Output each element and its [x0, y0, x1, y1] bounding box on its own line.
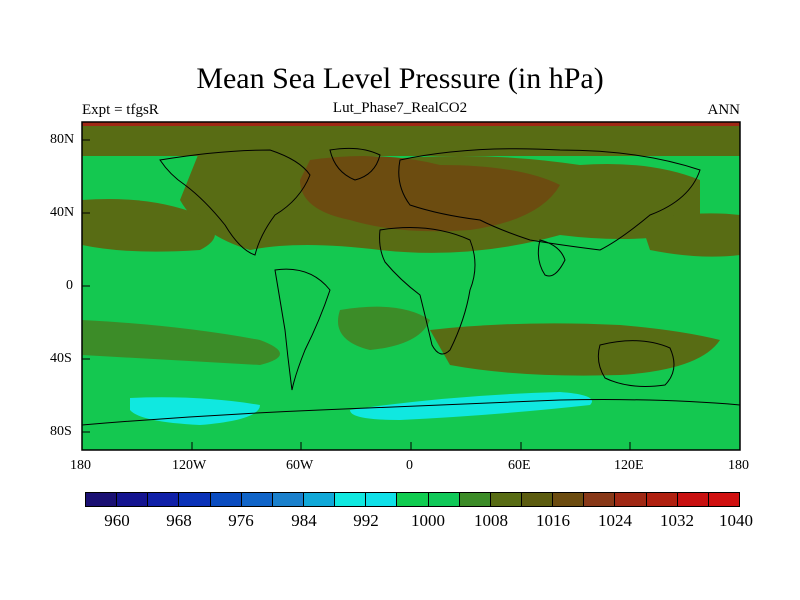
- y-tick-40n: 40N: [50, 205, 75, 220]
- colorbar-swatch-3: [179, 493, 211, 506]
- axis-ticks: [81, 139, 741, 450]
- colorbar-swatch-11: [428, 493, 460, 506]
- colorbar-swatch-14: [521, 493, 554, 506]
- y-tick-0: 0: [66, 278, 73, 293]
- colorbar-label-1040: 1040: [719, 511, 753, 530]
- colorbar-swatch-16: [584, 493, 616, 506]
- colorbar-label-1024: 1024: [598, 511, 632, 530]
- colorbar-swatch-6: [272, 493, 304, 506]
- south-pacific-high: [82, 320, 280, 365]
- colorbar-swatch-0: [86, 493, 118, 506]
- south-atlantic-high: [338, 306, 430, 350]
- colorbar-label-1016: 1016: [536, 511, 570, 530]
- south-america-outline: [274, 268, 331, 391]
- colorbar-swatch-9: [366, 493, 398, 506]
- season-label: ANN: [707, 102, 741, 118]
- x-tick-180w: 180: [70, 458, 91, 473]
- colorbar-label-1032: 1032: [660, 511, 694, 530]
- experiment-label: Expt = tfgsR: [82, 102, 159, 118]
- southern-ocean-low-atlantic: [350, 392, 592, 420]
- colorbar-label-960: 960: [104, 511, 130, 530]
- chart-title: Mean Sea Level Pressure (in hPa): [196, 62, 604, 95]
- colorbar-swatch-10: [397, 493, 429, 506]
- southern-ocean-low-pacific: [130, 397, 260, 425]
- x-tick-120e: 120E: [614, 458, 644, 473]
- north-america-outline: [159, 149, 311, 256]
- colorbar-label-1008: 1008: [474, 511, 508, 530]
- colorbar-label-976: 976: [228, 511, 254, 530]
- colorbar-swatch-7: [303, 493, 336, 506]
- colorbar-swatch-15: [553, 493, 585, 506]
- colorbar-swatch-12: [459, 493, 491, 506]
- y-tick-80n: 80N: [50, 132, 75, 147]
- africa-outline: [379, 227, 476, 355]
- north-polar-red-strip: [82, 122, 740, 126]
- x-tick-120w: 120W: [172, 458, 207, 473]
- colorbar-swatch-13: [490, 493, 522, 506]
- run-label: Lut_Phase7_RealCO2: [332, 100, 468, 116]
- eurasia-darker-core: [300, 156, 560, 232]
- colorbar-swatch-4: [210, 493, 242, 506]
- colorbar-label-968: 968: [166, 511, 192, 530]
- colorbar-swatch-2: [148, 493, 180, 506]
- colorbar-swatch-8: [335, 493, 367, 506]
- north-polar-band: [82, 122, 740, 156]
- x-tick-180e: 180: [728, 458, 749, 473]
- colorbar-label-1000: 1000: [411, 511, 445, 530]
- y-tick-80s: 80S: [50, 424, 72, 439]
- north-pacific-high: [82, 199, 215, 252]
- east-pacific-high: [640, 213, 740, 257]
- y-tick-40s: 40S: [50, 351, 72, 366]
- colorbar-swatch-5: [241, 493, 273, 506]
- x-tick-60w: 60W: [286, 458, 314, 473]
- colorbar-swatch-1: [117, 493, 149, 506]
- x-tick-0: 0: [406, 458, 413, 473]
- coastlines: [81, 147, 741, 426]
- colorbar-swatch-18: [646, 493, 678, 506]
- colorbar: [85, 492, 740, 507]
- antarctica-outline: [81, 399, 741, 426]
- colorbar-label-984: 984: [291, 511, 317, 530]
- colorbar-swatch-20: [708, 493, 739, 506]
- colorbar-label-992: 992: [353, 511, 379, 530]
- eurasia-outline: [398, 148, 701, 251]
- colorbar-swatch-17: [615, 493, 647, 506]
- australia-outline: [597, 340, 675, 387]
- indian-ocean-high: [430, 323, 720, 376]
- colorbar-swatch-19: [677, 493, 709, 506]
- x-tick-60e: 60E: [508, 458, 531, 473]
- india-outline: [537, 239, 566, 277]
- greenland-outline: [329, 147, 381, 181]
